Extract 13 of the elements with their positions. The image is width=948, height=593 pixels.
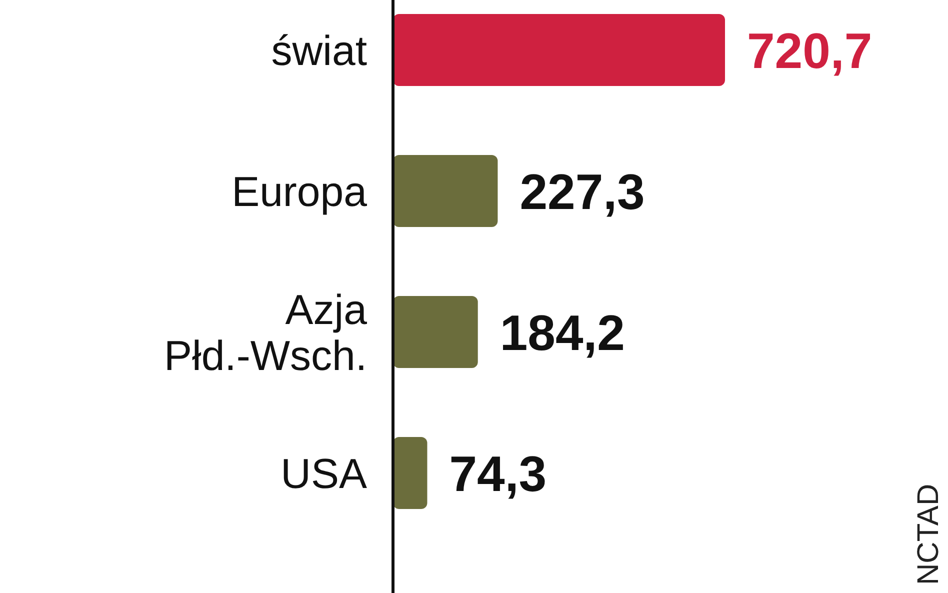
y-tick-label: świat (271, 27, 368, 74)
bar (393, 155, 498, 227)
y-tick-label: USA (280, 450, 367, 497)
data-label: 184,2 (500, 305, 625, 361)
data-label: 74,3 (449, 446, 547, 502)
y-tick-label: Europa (232, 168, 368, 215)
bar (393, 296, 478, 368)
bar (393, 14, 725, 86)
y-tick-label: Azja Płd.-Wsch. (164, 286, 368, 379)
data-label: 720,7 (747, 23, 872, 79)
text: NCTAD (912, 484, 945, 585)
bar (393, 437, 428, 509)
data-label: 227,3 (520, 164, 645, 220)
